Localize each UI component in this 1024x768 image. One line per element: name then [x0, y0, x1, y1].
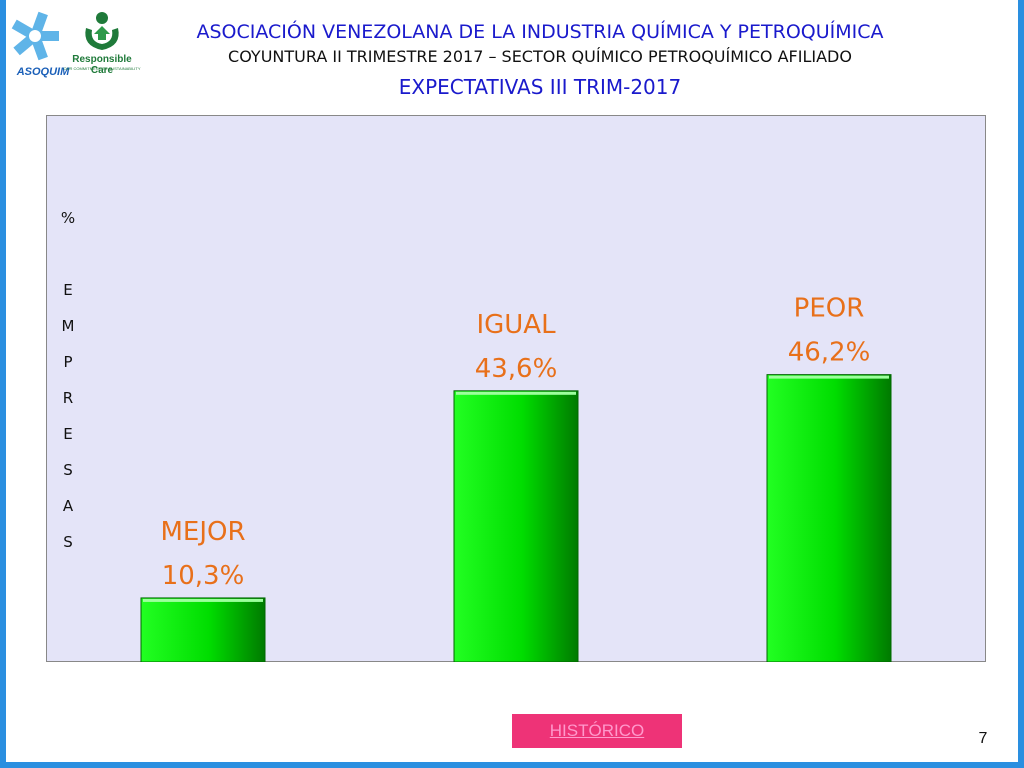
historico-button[interactable]: HISTÓRICO: [512, 714, 682, 748]
chart-title: EXPECTATIVAS III TRIM-2017: [398, 75, 682, 99]
bar-category-label: MEJOR: [160, 517, 245, 547]
bar-category-label: IGUAL: [476, 310, 556, 340]
subtitle: COYUNTURA II TRIMESTRE 2017 – SECTOR QUÍ…: [228, 47, 852, 66]
bar-highlight: [769, 375, 889, 379]
bar-value-label: 46,2%: [788, 338, 871, 368]
bar-peor: [766, 374, 892, 662]
y-axis-label: % E M P R E S A S: [58, 200, 78, 560]
y-axis-label-char: S: [63, 461, 73, 479]
bar-value-label: 43,6%: [475, 354, 558, 384]
bar-category-label: PEOR: [794, 294, 865, 324]
y-axis-label-char: A: [62, 497, 74, 515]
bar-value-label: 10,3%: [162, 561, 245, 591]
responsible-care-tagline: OUR COMMITMENT TO SUSTAINABILITY: [63, 66, 141, 71]
bar-mejor: [140, 597, 266, 662]
bar-highlight: [456, 391, 576, 395]
bar-highlight: [143, 598, 263, 602]
y-axis-label-char: R: [62, 389, 74, 407]
asoquim-logo: ASOQUIM: [8, 10, 69, 78]
y-axis-label-char: %: [60, 209, 76, 227]
page-number: 7: [978, 730, 988, 747]
responsible-care-text: Responsible Care: [72, 54, 132, 76]
y-axis-label-char: E: [63, 425, 73, 443]
asoquim-wordmark: ASOQUIM: [16, 66, 70, 78]
bar-chart: 10,3% MEJOR 43,6% IGUAL 46,2% PEOR: [140, 294, 892, 662]
y-axis-label-char: S: [63, 533, 73, 551]
y-axis-label-char: M: [61, 317, 75, 335]
responsible-care-logo: Responsible Care OUR COMMITMENT TO SUSTA…: [62, 10, 142, 76]
y-axis-label-char: P: [63, 353, 73, 371]
y-axis-label-char: E: [63, 281, 73, 299]
bar-igual: [453, 390, 579, 662]
org-title: ASOCIACIÓN VENEZOLANA DE LA INDUSTRIA QU…: [196, 21, 884, 43]
